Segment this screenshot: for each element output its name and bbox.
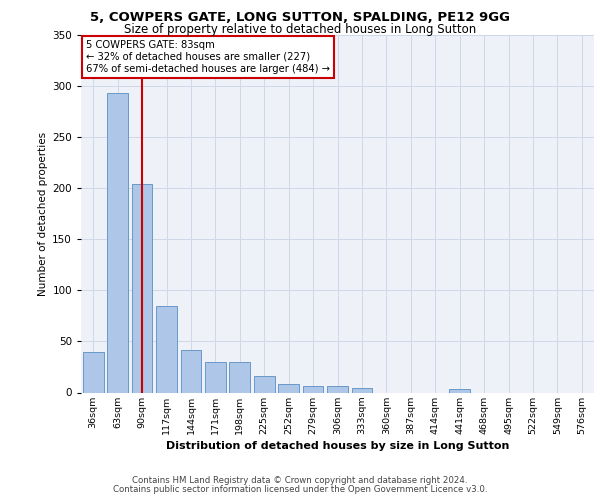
Text: Contains HM Land Registry data © Crown copyright and database right 2024.: Contains HM Land Registry data © Crown c… (132, 476, 468, 485)
Bar (107, 93, 128, 392)
X-axis label: Distribution of detached houses by size in Long Sutton: Distribution of detached houses by size … (166, 441, 509, 451)
Bar (229, 362, 250, 392)
Bar (156, 306, 177, 392)
Bar (302, 386, 323, 392)
Bar (352, 388, 373, 392)
Bar (449, 390, 470, 392)
Bar (83, 352, 104, 393)
Text: 5 COWPERS GATE: 83sqm
← 32% of detached houses are smaller (227)
67% of semi-det: 5 COWPERS GATE: 83sqm ← 32% of detached … (86, 40, 330, 74)
Y-axis label: Number of detached properties: Number of detached properties (38, 132, 48, 296)
Bar (254, 376, 275, 392)
Bar (278, 384, 299, 392)
Bar (131, 184, 152, 392)
Bar (205, 362, 226, 392)
Bar (181, 350, 202, 393)
Text: 5, COWPERS GATE, LONG SUTTON, SPALDING, PE12 9GG: 5, COWPERS GATE, LONG SUTTON, SPALDING, … (90, 11, 510, 24)
Text: Contains public sector information licensed under the Open Government Licence v3: Contains public sector information licen… (113, 485, 487, 494)
Text: Size of property relative to detached houses in Long Sutton: Size of property relative to detached ho… (124, 22, 476, 36)
Bar (327, 386, 348, 392)
